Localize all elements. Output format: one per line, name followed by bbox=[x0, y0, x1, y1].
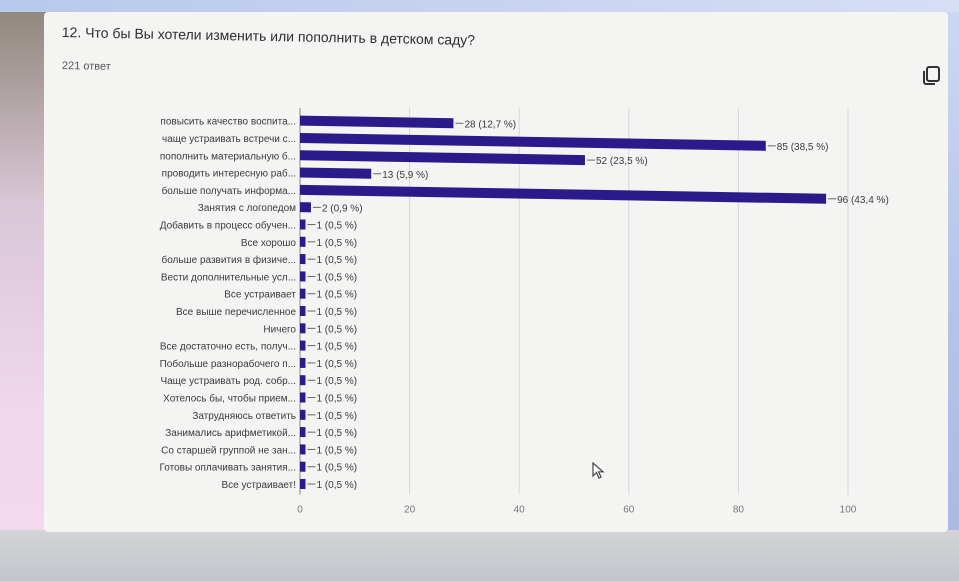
category-label: Со старшей группой не зан... bbox=[161, 445, 296, 456]
category-label: Все устраивает! bbox=[221, 480, 296, 491]
data-label: 1 (0,5 %) bbox=[316, 221, 357, 232]
category-label: Чаще устраивать род. собр... bbox=[160, 375, 296, 387]
bar bbox=[300, 132, 766, 151]
background-top-strip bbox=[0, 0, 959, 12]
chart-category-labels: повысить качество воспита... чаще устраив… bbox=[160, 117, 297, 491]
data-label: 1 (0,5 %) bbox=[316, 445, 357, 456]
category-label: повысить качество воспита... bbox=[160, 117, 296, 128]
category-label: Хотелось бы, чтобы прием... bbox=[163, 392, 296, 404]
data-label: 1 (0,5 %) bbox=[316, 359, 357, 370]
background-bottom-strip bbox=[0, 530, 959, 581]
mouse-cursor-icon bbox=[592, 462, 605, 479]
bar bbox=[300, 288, 306, 299]
data-label: 1 (0,5 %) bbox=[316, 394, 357, 405]
data-label: 1 (0,5 %) bbox=[316, 324, 357, 335]
bar bbox=[300, 392, 306, 403]
copy-chart-button[interactable] bbox=[920, 64, 942, 86]
bar bbox=[300, 219, 306, 230]
bar bbox=[300, 254, 306, 265]
x-tick-label: 0 bbox=[297, 505, 303, 516]
bar bbox=[300, 323, 306, 334]
bar bbox=[300, 305, 306, 317]
x-tick-label: 80 bbox=[733, 505, 745, 516]
category-label: Готовы оплачивать занятия... bbox=[160, 463, 296, 474]
data-label: 1 (0,5 %) bbox=[316, 428, 357, 439]
bar bbox=[300, 444, 306, 455]
category-label: Ничего bbox=[263, 324, 296, 335]
category-label: Все устраивает bbox=[224, 290, 296, 301]
bar bbox=[300, 357, 306, 368]
chart-x-ticks: 0 20 40 60 80 100 bbox=[297, 505, 857, 516]
bar bbox=[300, 478, 306, 490]
category-label: Вести дополнительные усл... bbox=[161, 272, 296, 283]
data-label: 1 (0,5 %) bbox=[316, 255, 357, 266]
background-left-strip bbox=[0, 0, 46, 581]
question-card bbox=[44, 12, 948, 532]
category-label: Побольше разнорабочего п... bbox=[160, 358, 296, 370]
category-label: больше получать информа... bbox=[162, 185, 296, 197]
data-label: 1 (0,5 %) bbox=[316, 272, 357, 283]
bar bbox=[300, 150, 585, 166]
category-label: Занимались арифметикой... bbox=[165, 427, 296, 439]
bar bbox=[300, 427, 306, 438]
bar bbox=[300, 115, 454, 129]
chart-bars bbox=[300, 115, 827, 490]
x-tick-label: 40 bbox=[514, 505, 526, 516]
data-label: 96 (43,4 %) bbox=[837, 195, 889, 206]
x-tick-label: 100 bbox=[840, 505, 857, 516]
bar bbox=[300, 271, 306, 282]
category-label: проводить интересную раб... bbox=[162, 168, 296, 180]
x-tick-label: 60 bbox=[623, 505, 635, 516]
category-label: чаще устраивать встречи с... bbox=[162, 134, 296, 145]
bar bbox=[300, 409, 306, 420]
bar bbox=[300, 236, 306, 247]
chart-grid bbox=[299, 108, 849, 495]
copy-icon bbox=[923, 66, 940, 85]
data-label: 2 (0,9 %) bbox=[322, 203, 363, 214]
data-label: 1 (0,5 %) bbox=[316, 238, 357, 249]
category-label: Добавить в процесс обучен... bbox=[160, 219, 296, 231]
bar bbox=[300, 340, 306, 351]
bar bbox=[300, 202, 311, 213]
bar bbox=[300, 375, 306, 386]
data-label: 1 (0,5 %) bbox=[316, 463, 357, 474]
category-label: Занятия с логопедом bbox=[198, 203, 296, 214]
data-label: 52 (23,5 %) bbox=[596, 156, 648, 167]
bar bbox=[300, 184, 827, 204]
category-label: пополнить материальную б... bbox=[160, 150, 296, 162]
category-label: Затрудняюсь ответить bbox=[192, 411, 296, 422]
data-label: 1 (0,5 %) bbox=[316, 290, 357, 301]
data-label: 13 (5,9 %) bbox=[382, 170, 428, 181]
chart-data-labels: 28 (12,7 %) 85 (38,5 %) 52 (23,5 %) 13 (5,9… bbox=[307, 119, 889, 491]
data-label: 85 (38,5 %) bbox=[777, 142, 829, 153]
data-label: 1 (0,5 %) bbox=[316, 480, 357, 491]
data-label: 1 (0,5 %) bbox=[316, 376, 357, 387]
category-label: больше развития в физиче... bbox=[161, 254, 296, 266]
category-label: Все достаточно есть, получ... bbox=[160, 342, 296, 353]
data-label: 28 (12,7 %) bbox=[464, 119, 516, 130]
bar bbox=[300, 167, 372, 179]
category-label: Все хорошо bbox=[241, 238, 297, 249]
category-label: Все выше перечисленное bbox=[176, 307, 296, 318]
x-tick-label: 20 bbox=[404, 505, 416, 516]
data-label: 1 (0,5 %) bbox=[316, 342, 357, 353]
data-label: 1 (0,5 %) bbox=[316, 411, 357, 422]
data-label: 1 (0,5 %) bbox=[316, 307, 357, 318]
bar bbox=[300, 461, 306, 472]
